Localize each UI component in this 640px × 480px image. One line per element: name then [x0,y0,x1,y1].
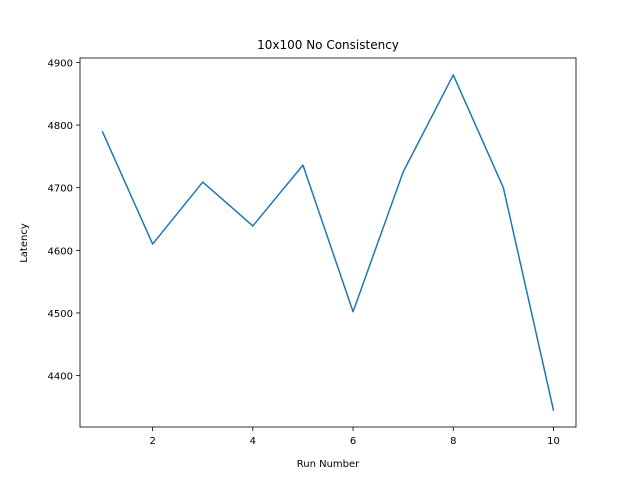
y-axis-label: Latency [19,223,30,263]
series-line [101,74,555,411]
x-tick-label: 2 [149,436,155,447]
y-tick-label: 4400 [48,372,73,383]
y-tick-label: 4700 [48,184,73,195]
x-tick-label: 10 [547,436,560,447]
y-tick-label: 4900 [48,58,73,69]
plot-area: 2 4 6 8 10 4400 4500 4600 4700 4800 4900 [48,58,560,447]
axes-frame [79,57,577,428]
y-tick-label: 4500 [48,309,73,320]
y-tick-label: 4800 [48,121,73,132]
x-axis-label: Run Number [297,459,360,470]
x-tick-label: 6 [350,436,356,447]
y-tick-label: 4600 [48,246,73,257]
x-tick-label: 8 [450,436,456,447]
x-tick-label: 4 [250,436,256,447]
chart-title: 10x100 No Consistency [257,38,399,52]
